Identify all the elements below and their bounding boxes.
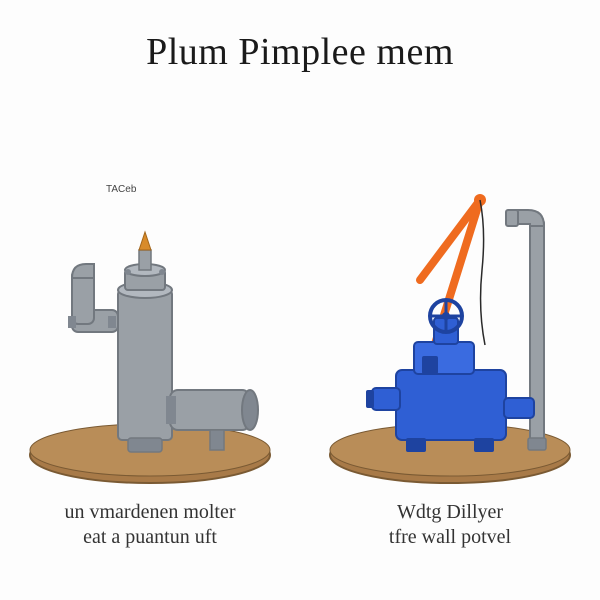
right-caption-line1: Wdtg Dillyer [397,501,503,523]
page-title: Plum Pimplee mem [0,30,600,74]
left-figure: TACeb un vmardenen molter e [10,160,290,550]
left-caption: un vmardenen molter eat a puantun uft [10,500,290,550]
right-caption-line2: tfre wall potvel [310,525,590,550]
left-caption-line1: un vmardenen molter [64,501,235,523]
left-caption-line2: eat a puantun uft [10,525,290,550]
left-annotation: TACeb [106,184,136,195]
left-pump-svg [10,160,290,490]
right-pump-svg [310,160,590,490]
right-figure: Wdtg Dillyer tfre wall potvel [310,160,590,550]
right-caption: Wdtg Dillyer tfre wall potvel [310,500,590,550]
